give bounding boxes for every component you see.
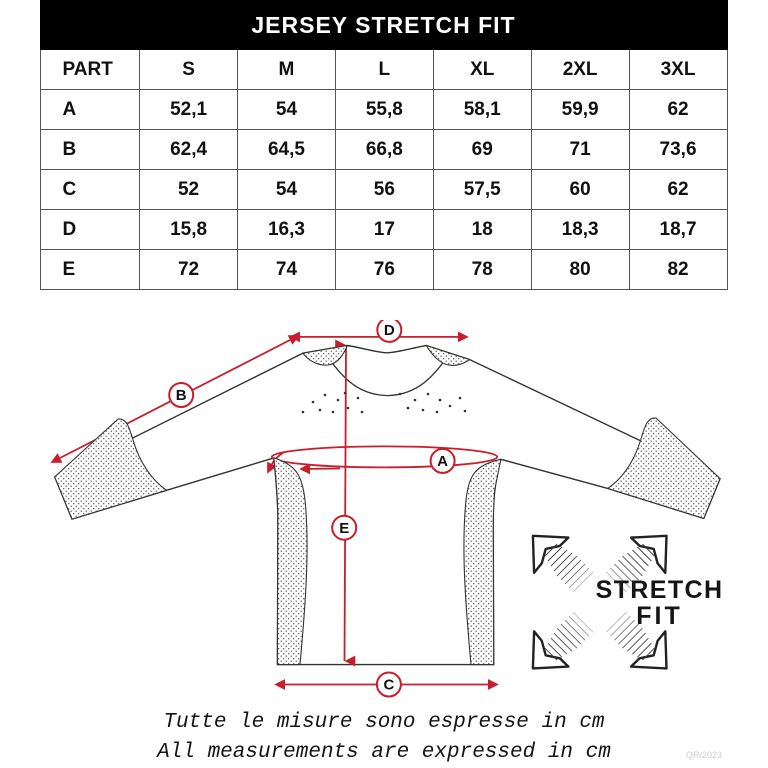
svg-text:FIT: FIT <box>636 602 683 630</box>
svg-text:QR/2023: QR/2023 <box>686 750 722 760</box>
svg-text:STRETCH: STRETCH <box>596 576 724 604</box>
svg-text:B: B <box>176 387 187 404</box>
svg-text:A: A <box>437 453 448 470</box>
svg-text:All measurements are expressed: All measurements are expressed in cm <box>155 741 611 764</box>
svg-text:Tutte le misure sono espresse: Tutte le misure sono espresse in cm <box>163 711 604 734</box>
svg-text:D: D <box>384 322 395 339</box>
svg-text:C: C <box>383 677 394 694</box>
svg-text:E: E <box>339 520 349 537</box>
